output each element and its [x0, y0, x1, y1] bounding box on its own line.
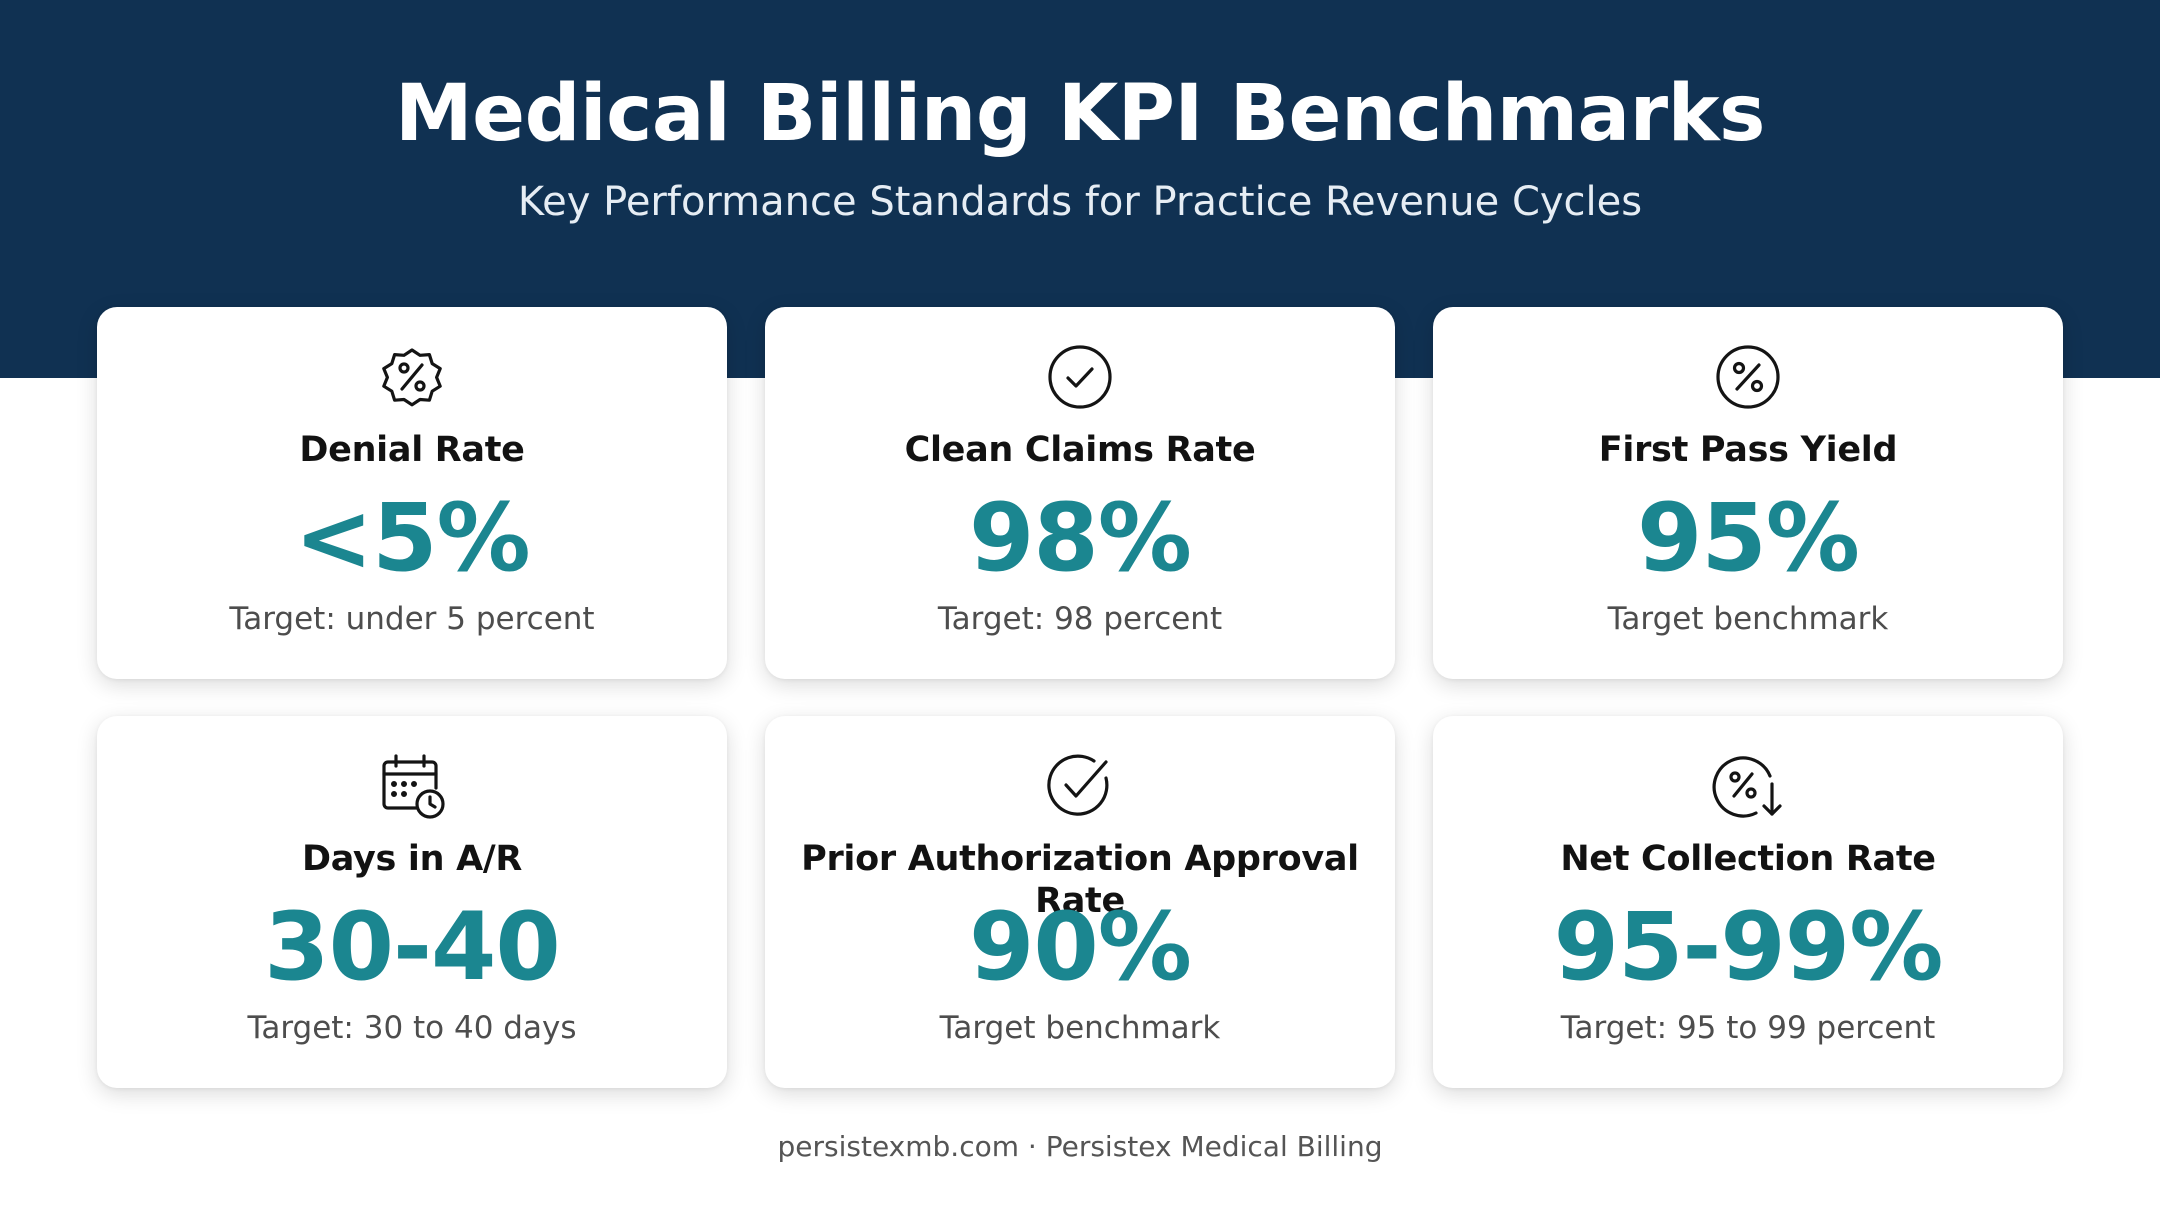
check-circle-icon	[765, 748, 1395, 824]
kpi-label: First Pass Yield	[1598, 430, 1898, 470]
calendar-clock-icon	[97, 748, 727, 824]
kpi-target-note: Target: 95 to 99 percent	[1560, 1010, 1936, 1046]
kpi-value: <5%	[294, 484, 530, 593]
page-title: Medical Billing KPI Benchmarks	[395, 69, 1765, 159]
kpi-card-clean-claims-rate: Clean Claims Rate 98% Target: 98 percent	[765, 307, 1395, 679]
kpi-card-net-collection-rate: Net Collection Rate 95-99% Target: 95 to…	[1433, 716, 2063, 1088]
kpi-value: 90%	[969, 893, 1192, 1002]
kpi-label: Days in A/R	[301, 839, 523, 879]
kpi-label: Prior Authorization Approval Rate	[801, 839, 1359, 921]
kpi-label: Net Collection Rate	[1560, 839, 1936, 879]
kpi-label: Denial Rate	[299, 430, 525, 470]
kpi-target-note: Target: 30 to 40 days	[247, 1010, 577, 1046]
kpi-card-prior-authorization-approval-rate: Prior Authorization Approval Rate 90% Ta…	[765, 716, 1395, 1088]
kpi-target-note: Target: 98 percent	[937, 601, 1223, 637]
percent-down-arrow-icon	[1433, 748, 2063, 824]
kpi-label: Clean Claims Rate	[904, 430, 1256, 470]
kpi-target-note: Target benchmark	[939, 1010, 1221, 1046]
footer-text[interactable]: persistexmb.com · Persistex Medical Bill…	[777, 1130, 1383, 1163]
page-subtitle: Key Performance Standards for Practice R…	[517, 179, 1643, 225]
kpi-target-note: Target: under 5 percent	[229, 601, 595, 637]
kpi-card-first-pass-yield: First Pass Yield 95% Target benchmark	[1433, 307, 2063, 679]
kpi-target-note: Target benchmark	[1607, 601, 1889, 637]
percent-circle-icon	[1433, 339, 2063, 415]
kpi-value: 30-40	[264, 893, 561, 1002]
check-circle-icon	[765, 339, 1395, 415]
kpi-card-days-in-ar: Days in A/R 30-40 Target: 30 to 40 days	[97, 716, 727, 1088]
kpi-card-denial-rate: Denial Rate <5% Target: under 5 percent	[97, 307, 727, 679]
kpi-value: 98%	[969, 484, 1192, 593]
kpi-value: 95%	[1637, 484, 1860, 593]
kpi-value: 95-99%	[1553, 893, 1944, 1002]
percent-badge-icon	[97, 339, 727, 415]
